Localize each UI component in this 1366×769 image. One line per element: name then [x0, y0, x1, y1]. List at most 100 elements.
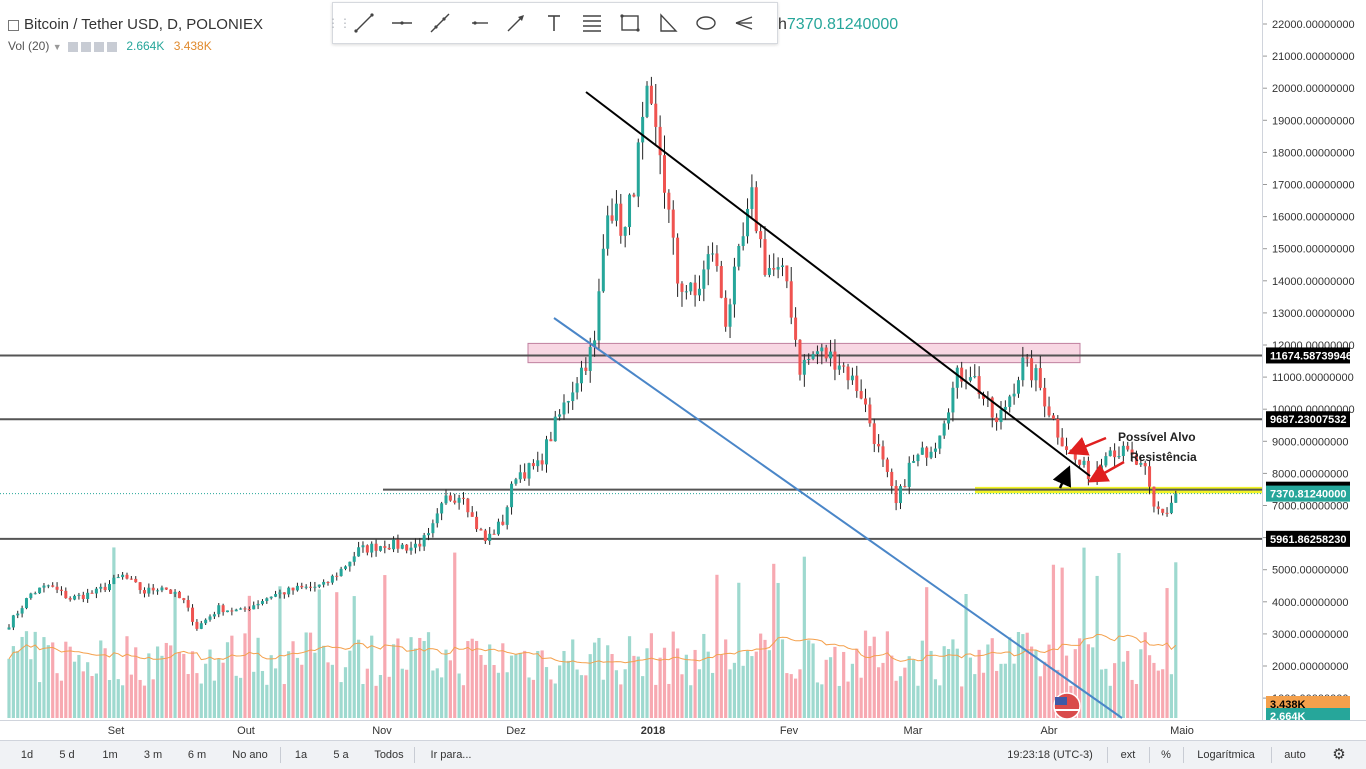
settings-icon[interactable] — [80, 41, 91, 52]
ellipse-icon[interactable] — [687, 3, 725, 43]
volume-bar — [671, 631, 675, 718]
ray-icon[interactable] — [421, 3, 459, 43]
range-button[interactable]: 1a — [294, 749, 308, 761]
candle-body — [413, 543, 417, 548]
range-button[interactable]: 1m — [102, 749, 118, 761]
candle-body — [750, 187, 754, 209]
level-label: 7370.81240000 — [1266, 485, 1350, 502]
volume-bar — [938, 685, 942, 718]
volume-bar — [916, 685, 920, 718]
volume-bar — [693, 649, 697, 718]
scale-option-button[interactable]: % — [1161, 749, 1171, 761]
volume-bar — [308, 632, 313, 718]
volume-bar — [684, 654, 688, 718]
volume-bar — [448, 660, 452, 718]
horizontal-line-icon[interactable] — [383, 3, 421, 43]
clock: 19:23:18 (UTC-3) — [1007, 749, 1093, 761]
volume-bar — [763, 639, 767, 718]
candle-body — [90, 592, 94, 594]
price-tick-label: 19000.00000000 — [1272, 115, 1355, 127]
candle-body — [759, 231, 763, 240]
candle-body — [326, 581, 330, 583]
candle-body — [195, 621, 199, 629]
candle-body — [81, 594, 85, 599]
candle-body — [951, 387, 955, 413]
volume-bar — [501, 643, 505, 718]
volume-bar — [11, 646, 15, 718]
volume-bar — [846, 681, 850, 718]
fib-retracement-icon[interactable] — [573, 3, 611, 43]
candle-body — [820, 347, 824, 352]
volume-bar — [641, 676, 645, 718]
volume-bar — [496, 672, 501, 718]
candle-body — [1130, 449, 1134, 455]
collapse-icon[interactable] — [8, 19, 19, 31]
volume-bar — [378, 674, 383, 718]
arrow-line-icon[interactable] — [497, 3, 535, 43]
volume-bar — [77, 654, 81, 718]
volume-bar — [728, 669, 732, 718]
candle-body — [837, 365, 841, 370]
triangle-icon[interactable] — [649, 3, 687, 43]
range-button[interactable]: 5 a — [333, 749, 349, 761]
volume-bar — [199, 683, 203, 718]
eye-icon[interactable] — [67, 41, 78, 52]
candle-body — [418, 543, 422, 547]
trend-line-icon[interactable] — [345, 3, 383, 43]
gear-icon[interactable]: ⚙ — [1332, 746, 1346, 763]
scale-option-button[interactable]: auto — [1284, 749, 1306, 761]
volume-bar — [86, 662, 90, 718]
volume-bar — [295, 657, 300, 718]
time-axis-label: 2018 — [640, 725, 666, 737]
volume-bar — [1060, 567, 1064, 718]
range-button[interactable]: 3 m — [143, 749, 163, 761]
volume-bar — [488, 644, 492, 718]
range-button[interactable]: 6 m — [187, 749, 207, 761]
volume-bar — [759, 633, 763, 718]
volume-bar — [177, 652, 182, 718]
scale-option-button[interactable]: ext — [1120, 749, 1136, 761]
candle-body — [947, 412, 951, 424]
close-icon[interactable] — [106, 41, 117, 52]
rectangle-icon[interactable] — [611, 3, 649, 43]
volume-bar — [90, 675, 94, 718]
price-chart[interactable] — [0, 0, 1262, 720]
horizontal-ray-icon[interactable] — [459, 3, 497, 43]
text-icon[interactable] — [535, 3, 573, 43]
candle-body — [925, 447, 929, 458]
scale-option-button[interactable]: Logarítmica — [1197, 749, 1255, 761]
volume-bar — [584, 675, 588, 718]
add-icon[interactable] — [93, 41, 104, 52]
range-button[interactable]: Ir para... — [430, 749, 472, 761]
price-scale[interactable]: 22000.00000000 21000.00000000 20000.000000… — [1262, 0, 1366, 720]
chevron-down-icon[interactable]: ▼ — [52, 42, 62, 52]
volume-bar — [440, 677, 444, 718]
candle-body — [387, 547, 391, 550]
candle-body — [606, 215, 610, 249]
candle-body — [466, 498, 470, 513]
candle-body — [121, 574, 125, 578]
range-button[interactable]: 1d — [20, 749, 34, 761]
range-button[interactable]: Todos — [374, 749, 404, 761]
pitchfork-icon[interactable] — [725, 3, 763, 43]
volume-bar — [833, 646, 837, 718]
candle-body — [352, 556, 356, 562]
range-button[interactable]: No ano — [232, 749, 268, 761]
volume-bar — [597, 637, 601, 718]
candle-body — [147, 587, 151, 594]
volume-bar — [190, 651, 195, 718]
range-button[interactable]: 5 d — [59, 749, 75, 761]
target-annotation: Possível Alvo — [1118, 430, 1196, 444]
time-axis[interactable]: Set Out Nov Dez 2018 Fev Mar Abr Maio — [0, 720, 1366, 741]
volume-bar — [509, 655, 514, 718]
separator — [1183, 747, 1184, 763]
level-label: 11674.58739946 — [1266, 347, 1352, 364]
volume-bar — [562, 650, 566, 718]
volume-bar — [881, 662, 885, 718]
chart-area[interactable] — [0, 0, 1262, 720]
candle-body — [99, 586, 103, 589]
drag-handle-icon[interactable]: ⋮⋮ — [327, 16, 351, 30]
volume-bar — [925, 587, 929, 718]
candle-body — [601, 248, 605, 292]
candle-body — [357, 547, 361, 557]
